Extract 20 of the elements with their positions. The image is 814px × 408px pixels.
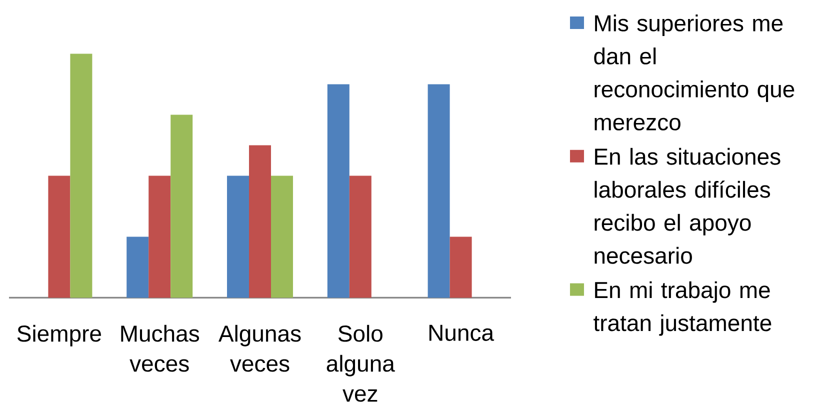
bar bbox=[327, 84, 350, 298]
x-tick-label: Siempre bbox=[17, 324, 101, 346]
x-tick-label: Algunas veces bbox=[218, 324, 301, 372]
bar bbox=[170, 114, 193, 298]
bar bbox=[450, 236, 472, 298]
bar bbox=[126, 236, 149, 298]
x-tick-label: Solo alguna vez bbox=[326, 324, 395, 402]
bar bbox=[428, 84, 450, 298]
x-tick-label: Muchas veces bbox=[121, 324, 200, 372]
bar bbox=[227, 176, 249, 298]
bar bbox=[148, 176, 171, 298]
legend-label: En mi trabajo me tratan justamente bbox=[594, 281, 772, 336]
bar bbox=[349, 176, 372, 298]
legend-label: En las situaciones laborales difíciles recibo el apoyo necesario bbox=[594, 148, 780, 264]
legend-label: Mis superiores me dan el reconocimiento que merezco bbox=[594, 14, 794, 130]
x-tick-label: Nunca bbox=[429, 324, 494, 341]
bar bbox=[271, 176, 293, 298]
bar bbox=[48, 176, 70, 298]
bar bbox=[249, 145, 271, 298]
bar bbox=[70, 54, 92, 298]
